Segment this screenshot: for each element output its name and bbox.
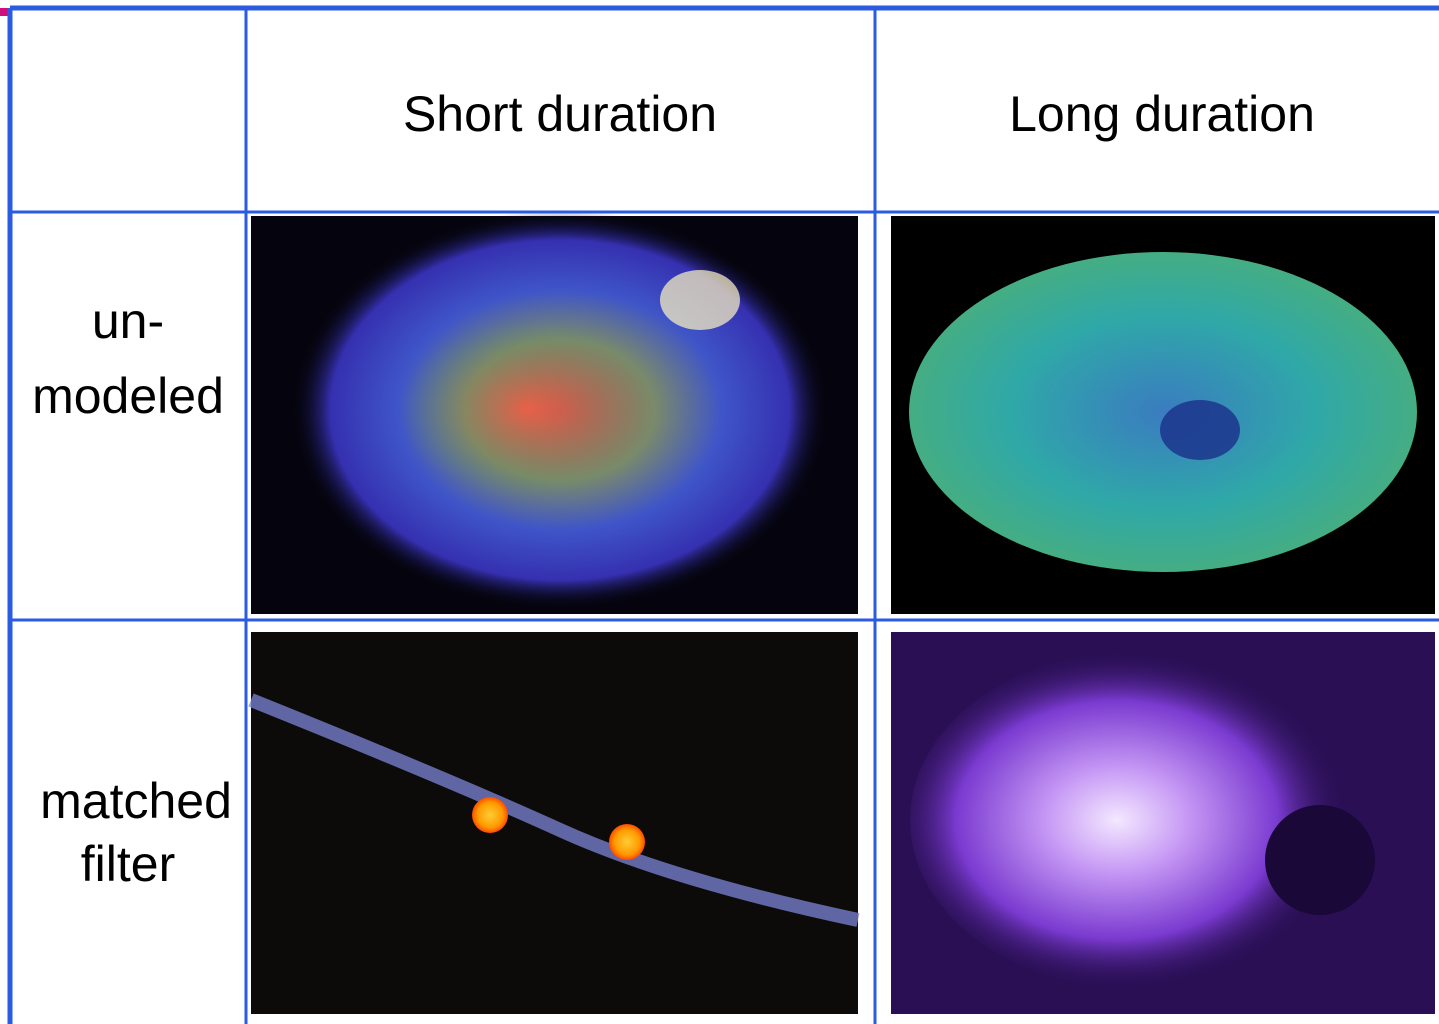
row-label: filter [81, 836, 175, 892]
row-label: matched [40, 773, 232, 829]
binary-stars-image [248, 632, 860, 1014]
corner-mark [0, 8, 8, 16]
column-header: Short duration [403, 86, 717, 142]
cmb-map-image [891, 216, 1435, 614]
row-label: un- [92, 293, 164, 349]
crab-nebula-image [891, 632, 1435, 1014]
supernova-image [251, 210, 858, 614]
table-grid [7, 5, 1439, 1024]
column-header: Long duration [1009, 86, 1315, 142]
row-label: modeled [32, 368, 224, 424]
